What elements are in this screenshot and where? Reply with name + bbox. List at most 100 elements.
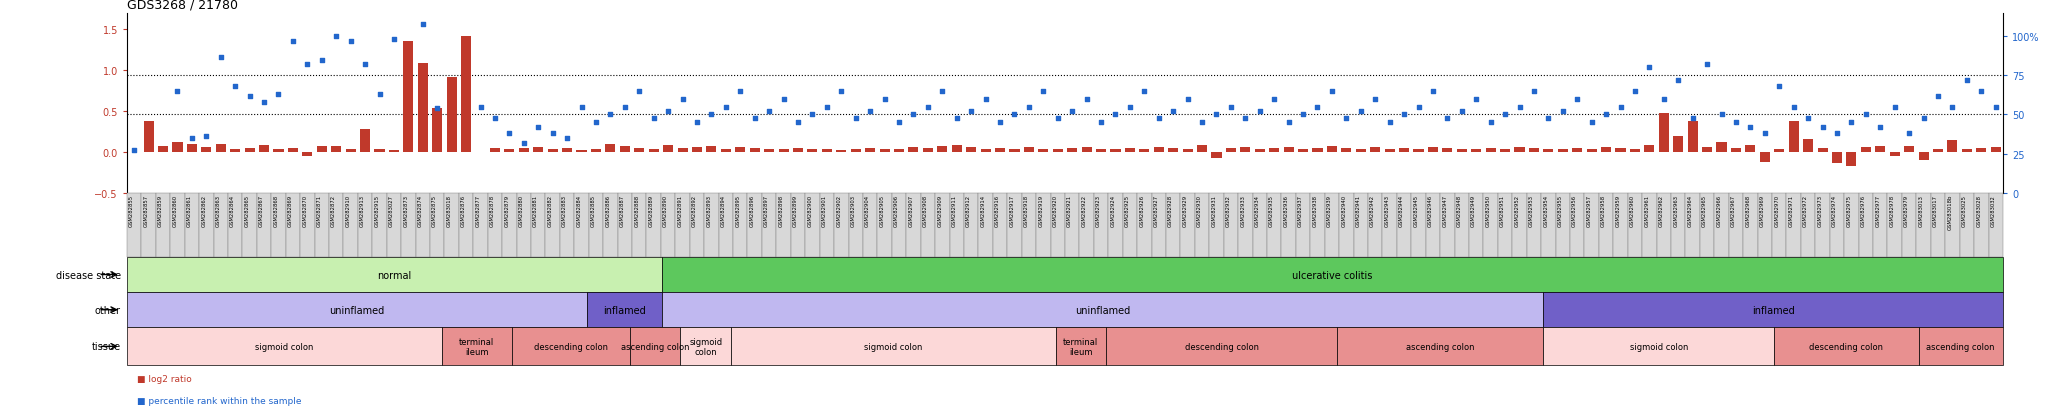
- Text: GSM282913: GSM282913: [360, 195, 365, 226]
- Bar: [332, 147, 342, 152]
- Bar: [1974, 193, 1989, 257]
- Bar: [1212, 152, 1221, 158]
- Bar: [573, 193, 588, 257]
- Text: inflamed: inflamed: [1751, 305, 1794, 315]
- Bar: [805, 193, 819, 257]
- Bar: [1483, 193, 1497, 257]
- Bar: [516, 193, 530, 257]
- Bar: [1110, 150, 1120, 152]
- Bar: [545, 193, 559, 257]
- Text: GSM282874: GSM282874: [418, 195, 422, 227]
- Point: [1329, 115, 1362, 121]
- Bar: [502, 193, 516, 257]
- Bar: [1022, 193, 1036, 257]
- Bar: [633, 193, 647, 257]
- Text: terminal
ileum: terminal ileum: [459, 337, 494, 356]
- Text: GSM282958: GSM282958: [1602, 195, 1606, 227]
- Bar: [229, 149, 240, 152]
- Point: [666, 96, 698, 103]
- Point: [1618, 88, 1651, 95]
- Bar: [403, 42, 414, 152]
- Point: [883, 120, 915, 126]
- Bar: [1313, 148, 1323, 152]
- Text: other: other: [94, 305, 121, 315]
- Point: [1632, 65, 1665, 71]
- Bar: [1616, 148, 1626, 152]
- Bar: [793, 148, 803, 152]
- Point: [1012, 104, 1044, 111]
- Point: [1792, 115, 1825, 121]
- Point: [854, 109, 887, 115]
- Text: GSM282957: GSM282957: [1587, 195, 1591, 227]
- Point: [1143, 115, 1176, 121]
- Bar: [1397, 193, 1411, 257]
- Text: GSM282890: GSM282890: [664, 195, 668, 227]
- Bar: [678, 148, 688, 152]
- Point: [1214, 104, 1247, 111]
- Bar: [909, 147, 918, 152]
- Point: [1849, 112, 1882, 119]
- Bar: [1194, 193, 1208, 257]
- Text: GSM282917: GSM282917: [1010, 195, 1014, 227]
- Point: [1300, 104, 1333, 111]
- Point: [565, 104, 598, 111]
- Text: GSM282971: GSM282971: [1788, 195, 1794, 227]
- Point: [1114, 104, 1147, 111]
- Bar: [1933, 149, 1944, 152]
- Point: [1749, 131, 1782, 137]
- Point: [319, 34, 352, 40]
- Bar: [1337, 328, 1544, 366]
- Bar: [461, 36, 471, 152]
- Bar: [952, 146, 963, 152]
- Text: GSM282902: GSM282902: [836, 195, 842, 227]
- Bar: [1079, 193, 1094, 257]
- Bar: [170, 193, 184, 257]
- Bar: [877, 193, 891, 257]
- Bar: [1587, 149, 1597, 152]
- Text: GSM282895: GSM282895: [735, 195, 739, 227]
- Bar: [1327, 147, 1337, 152]
- Point: [1720, 120, 1753, 126]
- Point: [1071, 96, 1104, 103]
- Text: GSM282899: GSM282899: [793, 195, 799, 227]
- Text: GSM282969: GSM282969: [1759, 195, 1765, 227]
- Text: GSM282883: GSM282883: [561, 195, 567, 226]
- Point: [768, 96, 801, 103]
- Bar: [1802, 140, 1812, 152]
- Text: GSM282950: GSM282950: [1485, 195, 1491, 227]
- Text: GSM282914: GSM282914: [981, 195, 985, 227]
- Bar: [735, 147, 745, 152]
- Point: [1878, 104, 1911, 111]
- Text: GSM282888: GSM282888: [635, 195, 639, 227]
- Bar: [1702, 147, 1712, 152]
- Text: GSM282901: GSM282901: [821, 195, 827, 227]
- Bar: [1700, 193, 1714, 257]
- Point: [551, 135, 584, 142]
- Point: [694, 112, 727, 119]
- Text: GSM282975: GSM282975: [1847, 195, 1851, 227]
- Text: GSM282876: GSM282876: [461, 195, 467, 227]
- Point: [147, 2, 180, 9]
- Bar: [1499, 149, 1509, 152]
- Text: GSM282923: GSM282923: [1096, 195, 1102, 226]
- Bar: [1106, 328, 1337, 366]
- Bar: [387, 193, 401, 257]
- Bar: [924, 148, 934, 152]
- Bar: [315, 193, 330, 257]
- Point: [1661, 78, 1694, 84]
- Text: GSM282933: GSM282933: [1241, 195, 1245, 226]
- Text: GSM282918: GSM282918: [1024, 195, 1028, 227]
- Text: GSM282955: GSM282955: [1559, 195, 1563, 227]
- Bar: [1903, 193, 1917, 257]
- Text: descending colon: descending colon: [535, 342, 608, 351]
- Text: GSM282904: GSM282904: [864, 195, 870, 227]
- Bar: [1151, 193, 1165, 257]
- Text: GSM282872: GSM282872: [332, 195, 336, 227]
- Point: [291, 62, 324, 69]
- Bar: [1053, 149, 1063, 152]
- Bar: [1008, 193, 1022, 257]
- Bar: [848, 193, 862, 257]
- Bar: [1989, 193, 2003, 257]
- Bar: [1108, 193, 1122, 257]
- Text: GSM282891: GSM282891: [678, 195, 682, 227]
